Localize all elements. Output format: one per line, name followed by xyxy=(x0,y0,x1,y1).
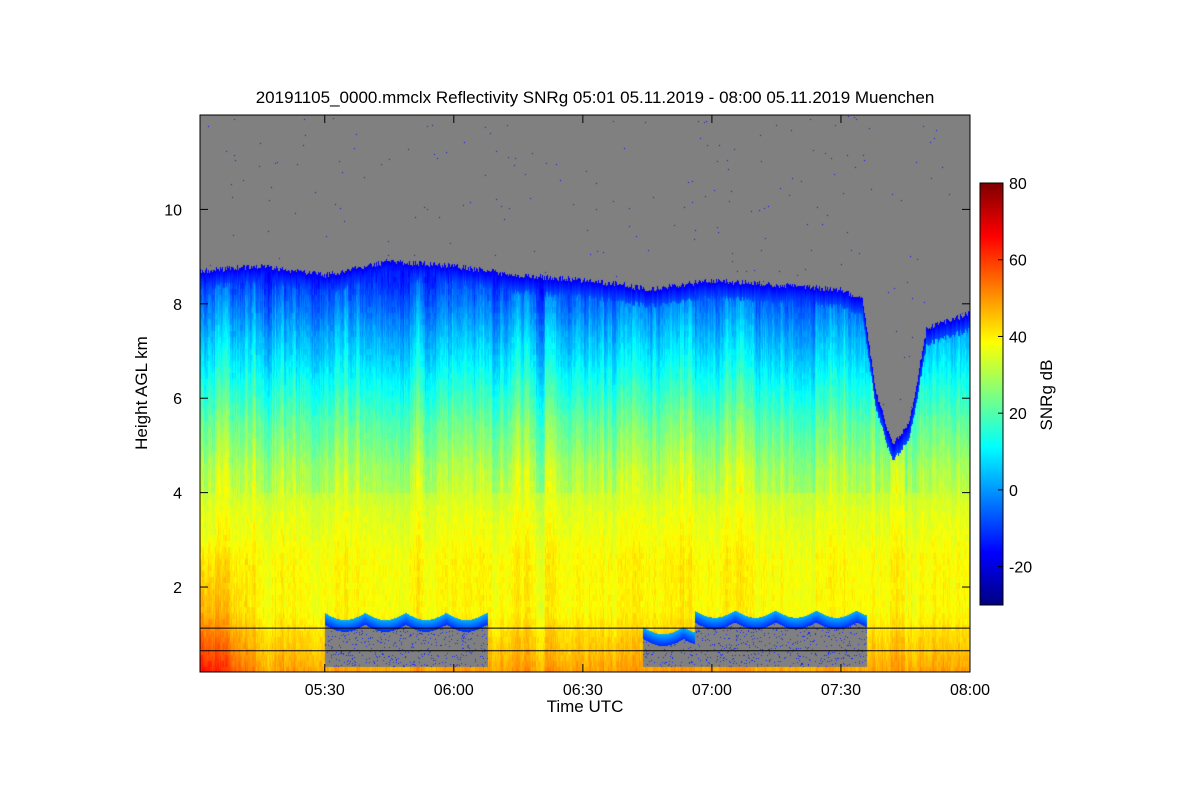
x-tick-label: 06:30 xyxy=(563,682,603,699)
colorbar-tick-label: -20 xyxy=(1009,560,1032,577)
x-tick-label: 05:30 xyxy=(305,682,345,699)
x-tick-label: 08:00 xyxy=(950,682,990,699)
y-tick-label: 6 xyxy=(173,391,182,408)
colorbar-tick-label: 40 xyxy=(1009,329,1027,346)
chart-title: 20191105_0000.mmclx Reflectivity SNRg 05… xyxy=(255,88,935,107)
plot-frame xyxy=(199,114,971,673)
colorbar-tick-label: 60 xyxy=(1009,253,1027,270)
colorbar-tick-label: 20 xyxy=(1009,406,1027,423)
colorbar xyxy=(980,183,1003,605)
x-tick-label: 07:00 xyxy=(692,682,732,699)
x-axis-label: Time UTC xyxy=(546,697,624,716)
y-tick-label: 4 xyxy=(173,486,182,503)
y-axis-label: Height AGL km xyxy=(132,336,151,450)
colorbar-label: SNRg dB xyxy=(1037,359,1056,431)
x-tick-label: 07:30 xyxy=(821,682,861,699)
y-tick-label: 10 xyxy=(164,202,182,219)
y-tick-label: 8 xyxy=(173,297,182,314)
colorbar-tick-label: 80 xyxy=(1009,176,1027,193)
colorbar-tick-label: 0 xyxy=(1009,483,1018,500)
y-tick-label: 2 xyxy=(173,580,182,597)
x-tick-label: 06:00 xyxy=(434,682,474,699)
colorbar-frame xyxy=(979,182,1004,606)
heatmap-plot-area xyxy=(200,115,970,672)
